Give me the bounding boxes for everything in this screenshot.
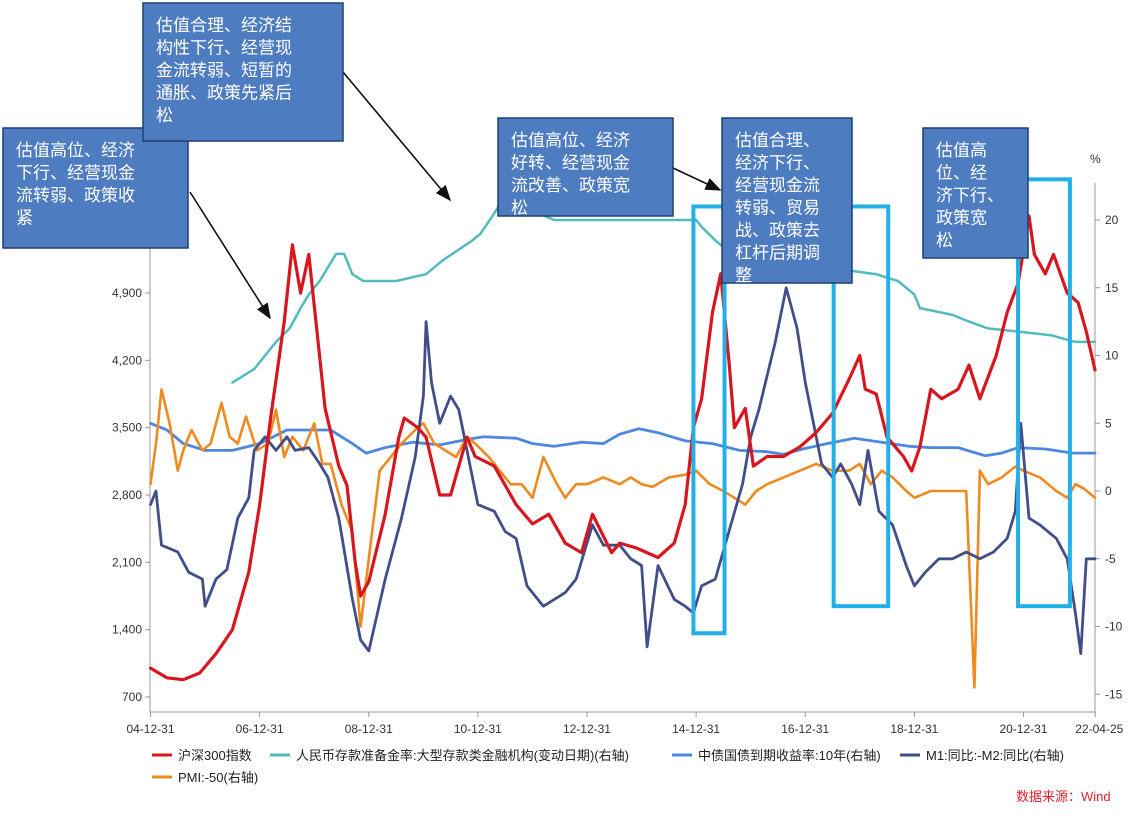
annotation-text-line: 通胀、政策先紧后 [156,84,292,103]
annotation-box [497,117,674,217]
highlight-box [831,204,891,609]
annotation-text-line: 战、政策去 [735,221,820,240]
left-axis-tick-label: 700 [122,690,142,704]
highlight-box [691,204,727,636]
annotation-text-line: 杠杆后期调 [735,244,820,263]
annotation-text-line: 估值合理、经济结 [156,16,292,35]
annotation-text-line: 整 [735,266,752,285]
annotation-arrow [189,191,271,320]
annotation-text-line: 济下行、 [936,186,1004,205]
annotation-text-line: 好转、经营现金 [511,154,630,173]
left-axis-tick-label: 3,500 [112,421,142,435]
series-line [148,214,1097,682]
legend: 沪深300指数 人民币存款准备金率:大型存款类金融机构(变动日期)(右轴) 中债国债… [152,748,1064,785]
annotation-text-line: 下行、经营现金 [16,164,135,183]
x-axis-tick-label: 22-04-25 [1075,722,1123,736]
annotation-text-line: 松 [936,231,953,250]
left-axis-tick-label: 4,900 [112,286,142,300]
annotation-text-line: 政策宽 [936,209,987,228]
x-axis-tick-label: 20-12-31 [999,722,1047,736]
annotation-text-line: 估值高位、经济 [511,131,630,150]
x-axis-tick-label: 12-12-31 [563,722,611,736]
annotation-text-line: 经济下行、 [735,154,820,173]
right-axis-tick-label: 0 [1105,484,1112,498]
legend-label: 人民币存款准备金率:大型存款类金融机构(变动日期)(右轴) [296,748,629,763]
legend-label: 中债国债到期收益率:10年(右轴) [698,748,881,763]
x-axis-tick-label: 14-12-31 [672,722,720,736]
annotation-box [2,127,189,249]
annotation-arrow [342,71,452,202]
annotation-text-line: 估值高位、经济 [16,141,135,160]
x-axis-tick-label: 18-12-31 [890,722,938,736]
right-axis-tick-label: -15 [1105,687,1123,701]
x-axis-tick-label: 08-12-31 [345,722,393,736]
highlight-box [1016,177,1072,609]
x-axis-tick-label: 04-12-31 [126,722,174,736]
source-note: 数据来源：Wind [1016,789,1111,804]
annotations: 估值高位、经济下行、经营现金流转弱、政策收紧估值合理、经济结构性下行、经营现金流… [2,2,1029,320]
annotation-text-line: 位、经 [936,164,987,183]
annotation-text-line: 经营现金流 [735,176,820,195]
annotation-text-line: 估值合理、 [735,131,820,150]
annotation-text-line: 构性下行、经营现 [156,39,292,58]
right-axis-unit: % [1090,152,1101,166]
legend-label: 沪深300指数 [178,748,252,763]
annotation-text-line: 松 [511,199,528,218]
right-axis-tick-label: -10 [1105,620,1123,634]
annotation-text-line: 松 [156,106,173,125]
right-axis-tick-label: 10 [1105,349,1119,363]
series-line [149,286,1097,655]
legend-label: M1:同比:-M2:同比(右轴) [926,748,1064,763]
x-axis-tick-label: 16-12-31 [781,722,829,736]
legend-label: PMI:-50(右轴) [178,770,258,785]
left-axis-tick-label: 1,400 [112,623,142,637]
annotation-box [142,2,344,142]
annotation-text-line: 估值高 [936,141,987,160]
annotation-box [721,117,853,284]
annotation-text-line: 转弱、贸易 [735,199,820,218]
axes: 700 1,400 2,100 2,800 3,500 4,200 4,900 -15 -10 -… [112,183,1124,736]
x-axis-tick-label: 06-12-31 [236,722,284,736]
right-axis-tick-label: -5 [1105,552,1116,566]
left-axis-tick-label: 4,200 [112,353,142,367]
x-axis-tick-label: 10-12-31 [454,722,502,736]
series-layer [148,198,1097,689]
left-axis-tick-label: 2,800 [112,488,142,502]
annotation-text-line: 金流转弱、短暂的 [156,61,292,80]
annotation-text-line: 紧 [16,209,33,228]
annotation-arrow [672,167,722,191]
highlight-boxes [691,177,1072,636]
annotation-text-line: 流改善、政策宽 [511,176,630,195]
right-axis-tick-label: 15 [1105,281,1119,295]
right-axis-tick-label: 20 [1105,213,1119,227]
series-line [149,388,1097,689]
right-axis-tick-label: 5 [1105,416,1112,430]
annotation-text-line: 流转弱、政策收 [16,186,135,205]
annotation-box [922,127,1029,259]
series-line [149,421,1097,458]
left-axis-tick-label: 2,100 [112,555,142,569]
